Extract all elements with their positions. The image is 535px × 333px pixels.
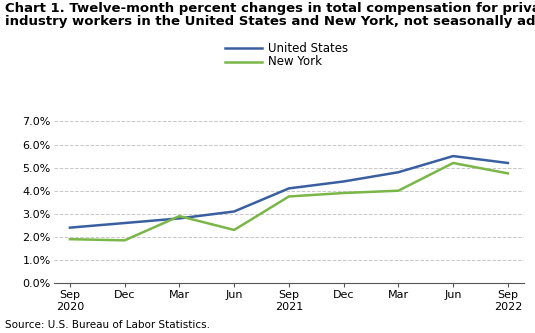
United States xyxy=(121,221,128,225)
New York xyxy=(67,237,73,241)
Text: New York: New York xyxy=(268,55,322,68)
Line: New York: New York xyxy=(70,163,508,240)
New York xyxy=(340,191,347,195)
New York xyxy=(176,214,182,218)
United States xyxy=(67,226,73,230)
United States xyxy=(176,216,182,220)
New York xyxy=(450,161,456,165)
New York xyxy=(231,228,238,232)
New York xyxy=(505,171,511,175)
United States xyxy=(395,170,402,174)
Text: industry workers in the United States and New York, not seasonally adjusted: industry workers in the United States an… xyxy=(5,15,535,28)
Line: United States: United States xyxy=(70,156,508,228)
New York xyxy=(395,189,402,193)
United States xyxy=(505,161,511,165)
United States xyxy=(286,186,292,190)
United States xyxy=(450,154,456,158)
Text: United States: United States xyxy=(268,42,348,55)
Text: Source: U.S. Bureau of Labor Statistics.: Source: U.S. Bureau of Labor Statistics. xyxy=(5,320,210,330)
United States xyxy=(231,209,238,213)
New York xyxy=(286,194,292,198)
New York xyxy=(121,238,128,242)
Text: Chart 1. Twelve-month percent changes in total compensation for private: Chart 1. Twelve-month percent changes in… xyxy=(5,2,535,15)
United States xyxy=(340,179,347,183)
